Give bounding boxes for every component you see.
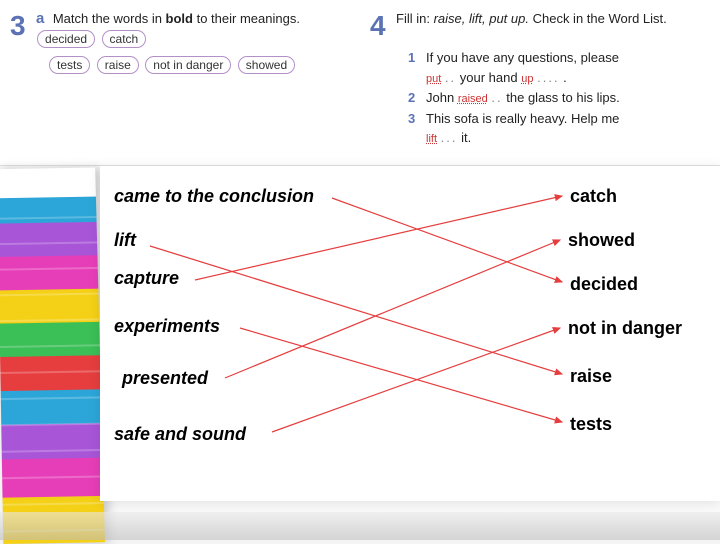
match-left-word: safe and sound — [114, 424, 246, 445]
list-item: 2 John raised .. the glass to his lips. — [408, 88, 710, 108]
dotted-gap: .... — [537, 70, 559, 85]
match-left-word: presented — [122, 368, 208, 389]
match-right-word: showed — [568, 230, 635, 251]
instruction-text: Match the words in bold to their meaning… — [53, 11, 300, 26]
match-right-word: raise — [570, 366, 612, 387]
exercise-number: 4 — [370, 10, 386, 42]
pill-word: tests — [49, 56, 90, 74]
fill-answer: lift — [426, 133, 437, 145]
main-area: came to the conclusion lift capture experim… — [0, 165, 720, 540]
item-number: 3 — [408, 109, 426, 148]
item-mid: it. — [461, 130, 471, 145]
exercise-3: 3 a Match the words in bold to their mea… — [0, 0, 360, 165]
pill-word: not in danger — [145, 56, 231, 74]
exercise-number: 3 — [10, 10, 26, 42]
fill-answer: raised — [458, 93, 488, 105]
books-decoration — [0, 167, 105, 544]
pill-word: raise — [97, 56, 139, 74]
item-text: This sofa is really heavy. Help me lift … — [426, 109, 710, 148]
item-mid: your hand — [460, 70, 521, 85]
pill-word: decided — [37, 30, 95, 48]
item-pre: John — [426, 90, 458, 105]
instr-post: to their meanings. — [193, 11, 300, 26]
dotted-gap: ... — [441, 130, 458, 145]
instr-pre: Match the words in — [53, 11, 166, 26]
match-right-word: not in danger — [568, 318, 682, 339]
match-board: came to the conclusion lift capture experim… — [100, 166, 720, 501]
exercise-4-list: 1 If you have any questions, please put … — [408, 48, 710, 148]
instr-italic: raise, lift, put up. — [434, 11, 529, 26]
exercise-3-instruction: a Match the words in bold to their meani… — [36, 10, 316, 50]
match-left-word: experiments — [114, 316, 220, 337]
item-number: 2 — [408, 88, 426, 108]
pill-row: tests raise not in danger showed — [48, 54, 350, 76]
dotted-gap: .. — [445, 70, 456, 85]
pill-word: catch — [102, 30, 147, 48]
match-right-word: catch — [570, 186, 617, 207]
item-number: 1 — [408, 48, 426, 87]
instr-bold: bold — [166, 11, 193, 26]
fill-answer: up — [521, 73, 533, 85]
item-mid: the glass to his lips. — [506, 90, 619, 105]
match-left-word: lift — [114, 230, 136, 251]
match-left-word: came to the conclusion — [114, 186, 314, 207]
shadow-bar — [0, 512, 720, 540]
exercise-sub-letter: a — [36, 10, 44, 27]
item-pre: If you have any questions, please — [426, 50, 619, 65]
match-right-word: tests — [570, 414, 612, 435]
item-pre: This sofa is really heavy. Help me — [426, 111, 619, 126]
dotted-gap: .. — [491, 90, 502, 105]
match-left-word: capture — [114, 268, 179, 289]
instr-post: Check in the Word List. — [529, 11, 667, 26]
list-item: 1 If you have any questions, please put … — [408, 48, 710, 87]
instruction-text: Fill in: raise, lift, put up. Check in t… — [396, 11, 667, 26]
top-section: 3 a Match the words in bold to their mea… — [0, 0, 720, 165]
fill-answer: put — [426, 73, 441, 85]
exercise-4-instruction: Fill in: raise, lift, put up. Check in t… — [396, 10, 686, 28]
item-post: . — [563, 70, 567, 85]
instr-pre: Fill in: — [396, 11, 434, 26]
match-right-word: decided — [570, 274, 638, 295]
item-text: John raised .. the glass to his lips. — [426, 88, 710, 108]
pill-word: showed — [238, 56, 295, 74]
item-text: If you have any questions, please put ..… — [426, 48, 710, 87]
exercise-4: 4 Fill in: raise, lift, put up. Check in… — [360, 0, 720, 165]
list-item: 3 This sofa is really heavy. Help me lif… — [408, 109, 710, 148]
